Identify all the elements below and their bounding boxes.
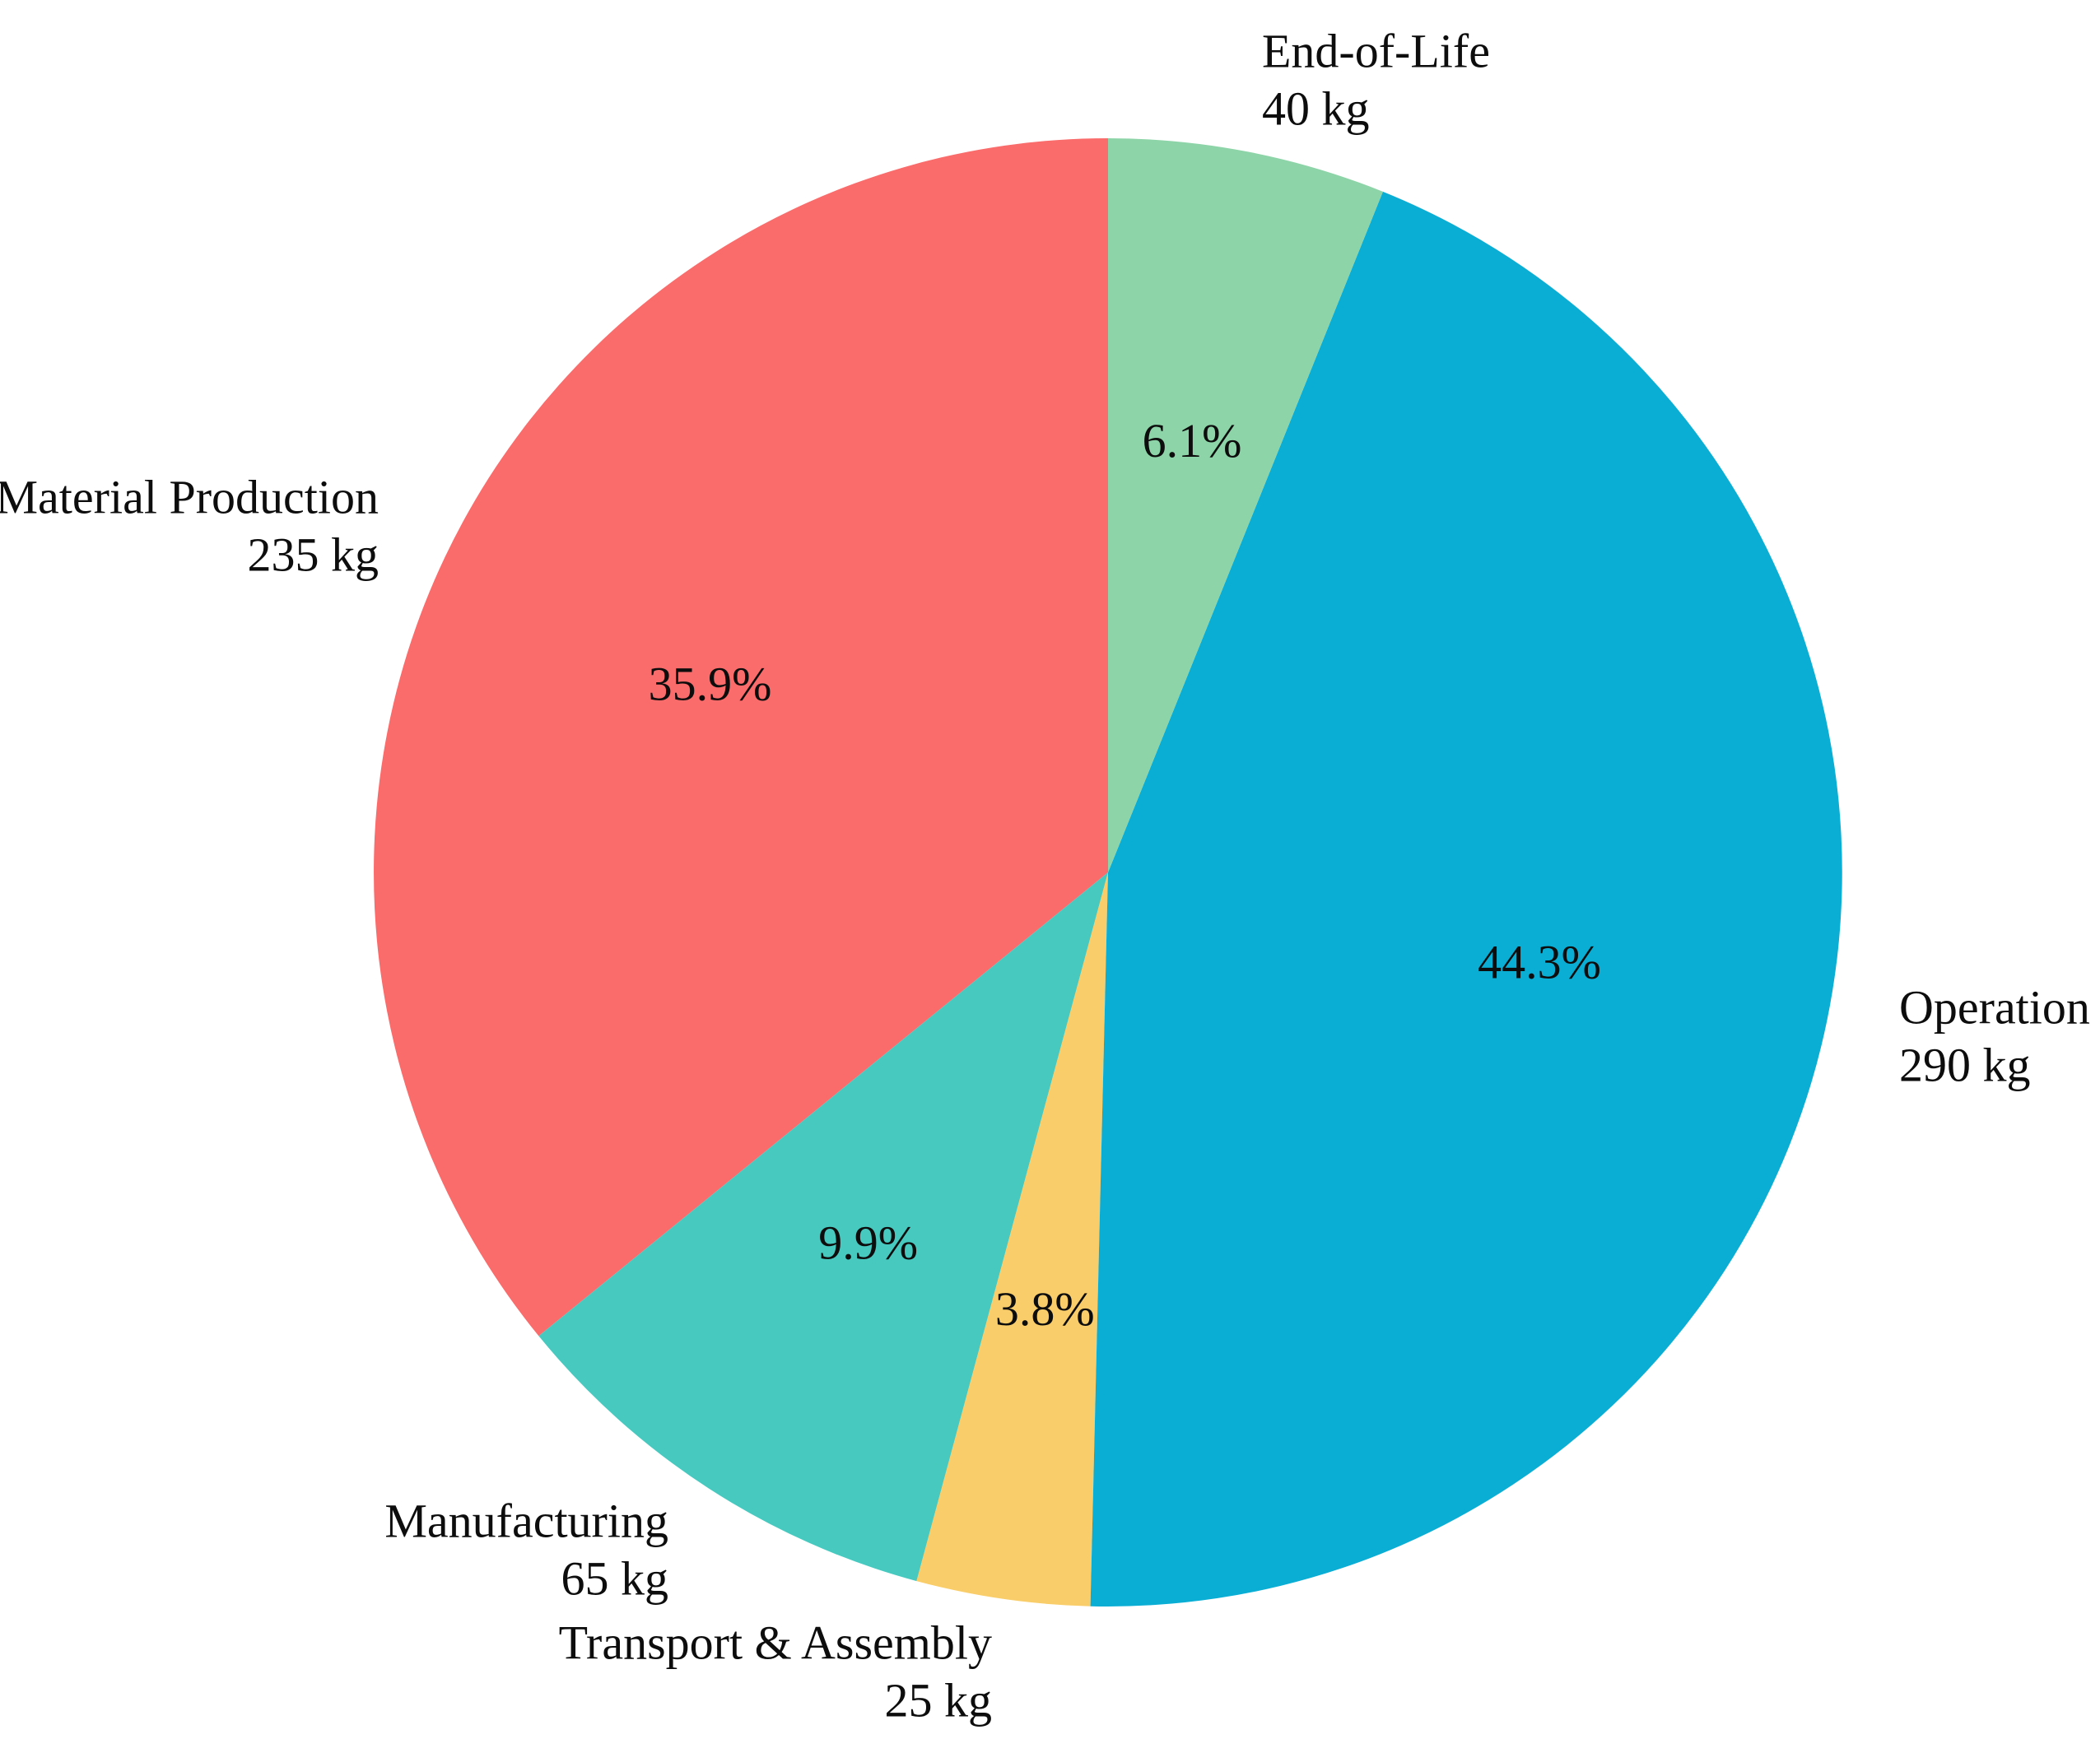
slice-label-manufacturing: Manufacturing 65 kg [384, 1492, 668, 1606]
pie-slice-transport-assembly [916, 872, 1108, 1606]
slice-label-name: Material Production [0, 470, 379, 524]
slice-label-value: 290 kg [1899, 1038, 2031, 1091]
percent-label-transport-assembly: 3.8% [995, 1282, 1095, 1336]
slice-label-value: 235 kg [247, 528, 379, 581]
pie-slice-material-production [374, 138, 1109, 1337]
slice-label-value: 25 kg [884, 1673, 993, 1727]
slice-label-name: Manufacturing [384, 1494, 668, 1548]
percent-label-operation: 44.3% [1478, 936, 1601, 989]
slice-label-end-of-life: End-of-Life 40 kg [1262, 22, 1490, 137]
slice-label-value: 65 kg [561, 1551, 669, 1605]
slice-label-name: End-of-Life [1262, 24, 1490, 78]
slice-label-value: 40 kg [1262, 81, 1370, 135]
slice-label-material-production: Material Production 235 kg [0, 468, 379, 583]
percent-label-manufacturing: 9.9% [818, 1216, 918, 1269]
slice-label-name: Transport & Assembly [558, 1616, 992, 1670]
percent-label-end-of-life: 6.1% [1143, 414, 1242, 467]
percent-label-material-production: 35.9% [649, 658, 772, 711]
pie-slice-manufacturing [538, 872, 1108, 1582]
pie-slice-operation [1090, 191, 1842, 1606]
pie-slice-end-of-life [1108, 138, 1383, 872]
slice-label-operation: Operation 290 kg [1899, 979, 2090, 1093]
slice-label-transport-assembly: Transport & Assembly 25 kg [559, 1614, 992, 1728]
slice-label-name: Operation [1899, 980, 2090, 1035]
